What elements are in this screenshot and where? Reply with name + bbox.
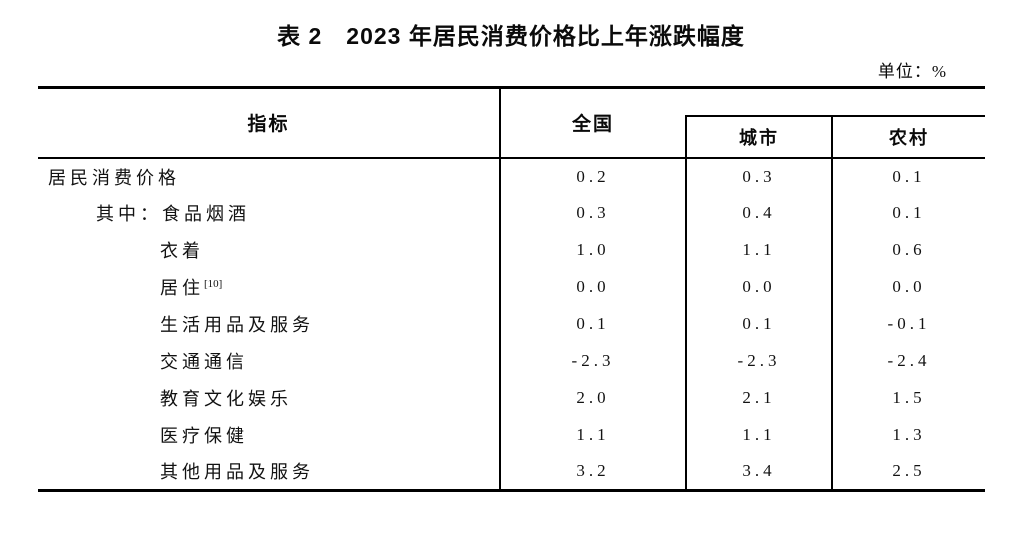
row-label: 其中：食品烟酒	[96, 204, 250, 224]
value-rural: 0.0	[831, 268, 985, 306]
value-urban: 2.1	[685, 379, 832, 417]
col-header-rural: 农村	[831, 114, 985, 159]
row-label-cell: 医疗保健	[38, 416, 501, 454]
header-row-2: 城市 农村	[38, 114, 985, 159]
table-row: 交通通信 -2.3 -2.3 -2.4	[38, 342, 985, 380]
table-title: 表 2 2023 年居民消费价格比上年涨跌幅度	[277, 23, 745, 49]
footnote-marker: [10]	[204, 278, 223, 290]
row-label-cell: 衣着	[38, 231, 501, 269]
row-label: 居民消费价格	[48, 167, 180, 188]
value-urban: 0.4	[685, 194, 832, 232]
value-national: 3.2	[576, 461, 610, 481]
table-row: 居民消费价格 0.2 0.3 0.1	[38, 157, 985, 195]
row-label-cell: 生活用品及服务	[38, 305, 501, 343]
row-label-cell: 其中：食品烟酒	[38, 194, 501, 232]
row-label: 交通通信	[160, 352, 248, 372]
row-label-cell: 交通通信	[38, 342, 501, 380]
value-rural: -2.4	[831, 342, 985, 380]
row-label-cell: 其他用品及服务	[38, 453, 501, 491]
row-label: 居住	[160, 278, 204, 298]
value-rural: 2.5	[831, 453, 985, 491]
value-national: -2.3	[571, 351, 615, 370]
table-row: 其他用品及服务 3.2 3.4 2.5	[38, 453, 985, 491]
col-header-urban: 城市	[685, 114, 832, 159]
col-header-national: 全国	[500, 87, 686, 159]
value-urban: 1.1	[685, 416, 832, 454]
value-rural: -0.1	[831, 305, 985, 343]
header-spacer	[686, 88, 985, 116]
unit-label: 单位：%	[877, 62, 947, 81]
value-rural: 0.1	[831, 194, 985, 232]
row-label-cell: 教育文化娱乐	[38, 379, 501, 417]
row-label-cell: 居住[10]	[38, 268, 501, 306]
value-urban: 1.1	[685, 231, 832, 269]
value-urban: 0.1	[685, 305, 832, 343]
table-body: 居民消费价格 0.2 0.3 0.1 其中：食品烟酒 0.3 0.4 0.1 衣…	[38, 157, 985, 491]
value-national: 1.1	[576, 425, 610, 444]
value-rural: 0.6	[831, 231, 985, 269]
value-rural: 1.5	[831, 379, 985, 417]
value-urban: 3.4	[685, 453, 832, 491]
value-urban: -2.3	[685, 342, 832, 380]
value-urban: 0.0	[685, 268, 832, 306]
value-national: 0.2	[576, 166, 610, 186]
value-national: 2.0	[576, 388, 610, 407]
table-row: 衣着 1.0 1.1 0.6	[38, 231, 985, 269]
table-row: 教育文化娱乐 2.0 2.1 1.5	[38, 379, 985, 417]
cpi-table: 指标 全国 城市 农村 居民消费价格 0.2 0.3 0.1 其中：食品烟酒 0…	[38, 86, 985, 492]
table-row: 生活用品及服务 0.1 0.1 -0.1	[38, 305, 985, 343]
col-header-indicator: 指标	[38, 87, 501, 159]
row-label: 教育文化娱乐	[160, 389, 292, 409]
row-label: 其他用品及服务	[160, 462, 314, 483]
row-label: 生活用品及服务	[160, 315, 314, 335]
value-rural: 1.3	[831, 416, 985, 454]
table-row: 居住[10] 0.0 0.0 0.0	[38, 268, 985, 306]
value-rural: 0.1	[831, 157, 985, 195]
header-row-1: 指标 全国	[38, 87, 985, 159]
row-label: 衣着	[160, 241, 204, 261]
row-label-cell: 居民消费价格	[38, 157, 501, 195]
row-label: 医疗保健	[160, 426, 248, 446]
table-header: 指标 全国 城市 农村	[38, 87, 985, 159]
value-urban: 0.3	[685, 157, 832, 195]
value-national: 0.3	[576, 203, 610, 222]
table-row: 医疗保健 1.1 1.1 1.3	[38, 416, 985, 454]
value-national: 0.0	[576, 277, 610, 296]
value-national: 1.0	[576, 240, 610, 259]
value-national: 0.1	[576, 314, 610, 333]
table-row: 其中：食品烟酒 0.3 0.4 0.1	[38, 194, 985, 232]
